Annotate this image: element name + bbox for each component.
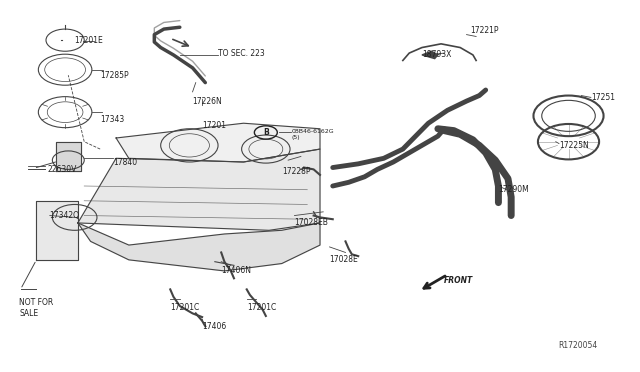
Polygon shape [56,142,81,171]
Text: 17028EB: 17028EB [294,218,328,227]
Text: 17201: 17201 [202,121,226,129]
Text: 17201C: 17201C [246,303,276,312]
Polygon shape [116,123,320,162]
Text: TO SEC. 223: TO SEC. 223 [218,49,265,58]
Text: 17228P: 17228P [282,167,310,176]
Text: 17406: 17406 [202,322,227,331]
Text: 18793X: 18793X [422,51,451,60]
Text: 17225N: 17225N [559,141,589,150]
Text: 17406N: 17406N [221,266,252,275]
Text: 17343: 17343 [100,115,124,124]
Text: 17251: 17251 [591,93,615,102]
Text: 17221P: 17221P [470,26,499,35]
Polygon shape [78,223,320,271]
Text: 17290M: 17290M [499,185,529,194]
Text: 17840: 17840 [113,157,137,167]
Text: 08B46-6162G
(5): 08B46-6162G (5) [291,129,334,140]
Text: 22630V: 22630V [47,165,77,174]
Text: 17285P: 17285P [100,71,129,80]
Text: B: B [263,128,269,137]
Text: 17342Q: 17342Q [49,211,79,220]
Text: 17201E: 17201E [75,36,104,45]
Polygon shape [36,201,78,260]
Text: 17226N: 17226N [193,97,222,106]
Text: FRONT: FRONT [444,276,474,285]
Polygon shape [422,51,438,59]
Text: R1720054: R1720054 [558,341,597,350]
Polygon shape [78,149,320,230]
Text: NOT FOR
SALE: NOT FOR SALE [19,298,54,318]
Text: 17028E: 17028E [330,255,358,264]
Text: 17201C: 17201C [170,303,200,312]
